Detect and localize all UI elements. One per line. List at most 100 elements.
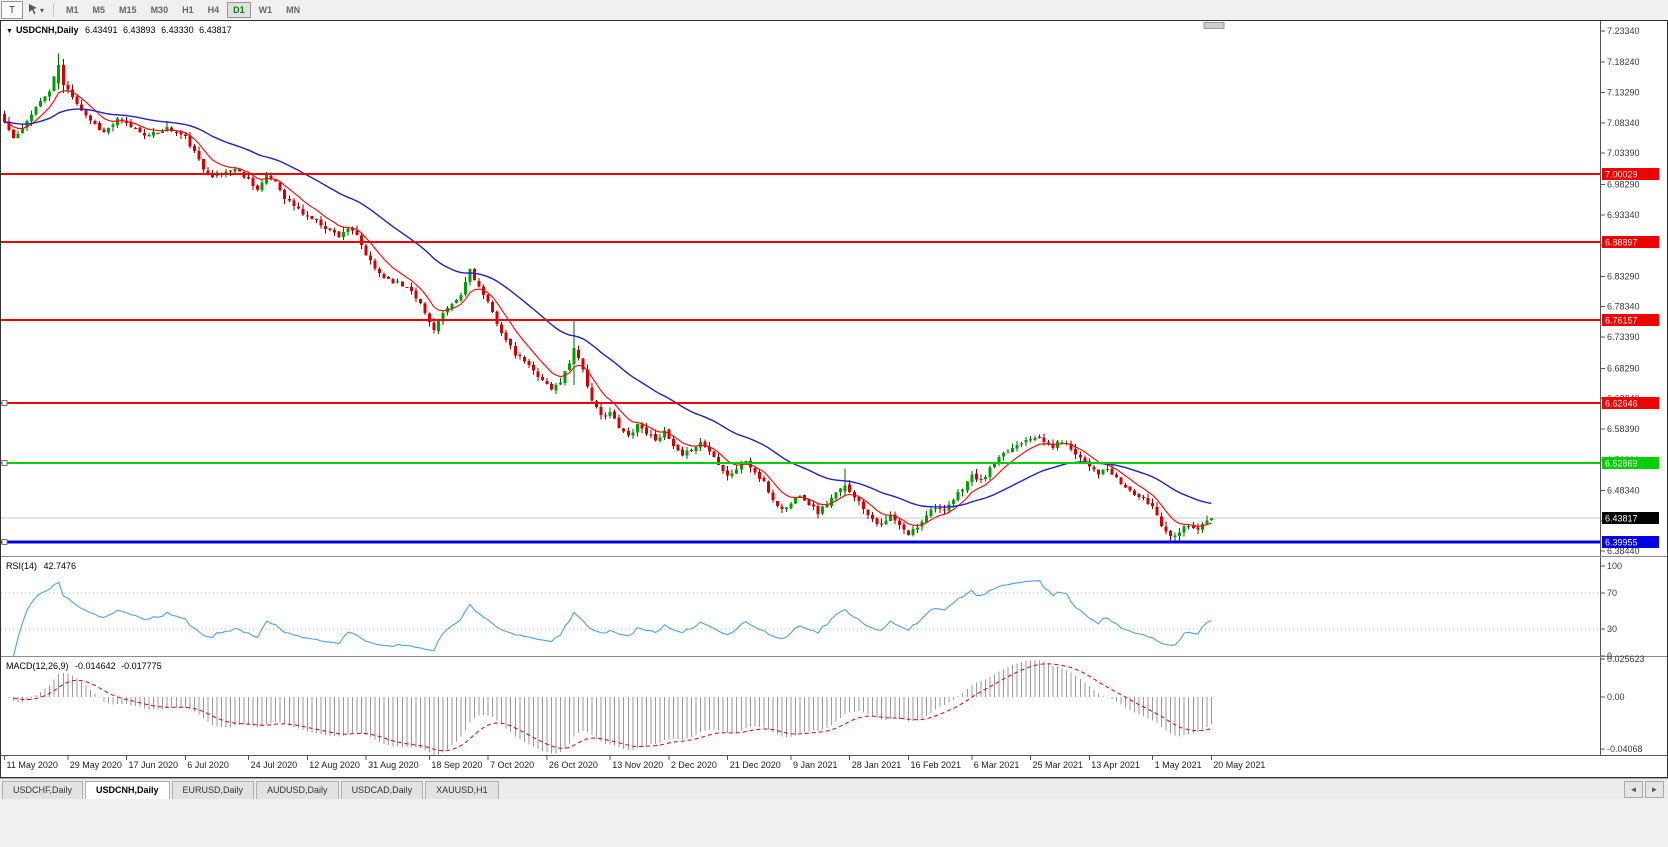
tf-button-d1[interactable]: D1 bbox=[227, 2, 251, 18]
svg-text:6.83290: 6.83290 bbox=[1607, 271, 1640, 281]
svg-text:30: 30 bbox=[1607, 624, 1617, 634]
svg-text:0.00: 0.00 bbox=[1607, 692, 1625, 702]
svg-text:24 Jul 2020: 24 Jul 2020 bbox=[251, 760, 298, 770]
tf-button-w1[interactable]: W1 bbox=[258, 5, 273, 15]
svg-text:7.13290: 7.13290 bbox=[1607, 88, 1640, 98]
tf-button-m5[interactable]: M5 bbox=[92, 5, 106, 15]
hline-6.52869[interactable] bbox=[1, 459, 1600, 466]
svg-text:6.38440: 6.38440 bbox=[1607, 546, 1640, 556]
hline-6.39955[interactable] bbox=[1, 538, 1600, 545]
macd-main-value: -0.014642 bbox=[75, 661, 116, 671]
hline-handle[interactable] bbox=[1, 399, 8, 406]
macd-signal-line bbox=[13, 663, 1212, 752]
hline-handle[interactable] bbox=[1, 538, 8, 545]
cursor-tool-icon bbox=[28, 3, 39, 18]
hline-6.62646[interactable] bbox=[1, 399, 1600, 406]
price-line-labels: 7.00029 6.88897 6.76157 6.62646 6.52869 6.399… bbox=[1602, 167, 1659, 548]
svg-text:28 Jan 2021: 28 Jan 2021 bbox=[852, 760, 902, 770]
price-pane[interactable] bbox=[1, 53, 1600, 545]
chart-tab-audusd[interactable]: AUDUSD,Daily bbox=[256, 780, 339, 799]
chart-tab-bar: USDCHF,Daily USDCNH,Daily EURUSD,Daily AUDU… bbox=[0, 778, 1668, 800]
svg-text:6.73390: 6.73390 bbox=[1607, 332, 1640, 342]
tf-button-h4[interactable]: H4 bbox=[207, 5, 220, 15]
svg-text:6.48340: 6.48340 bbox=[1607, 486, 1640, 496]
current-price-label: 6.43817 bbox=[1602, 512, 1659, 525]
macd-signal-value: -0.017775 bbox=[121, 661, 162, 671]
ohlc-close: 6.43817 bbox=[199, 25, 232, 35]
candlesticks bbox=[3, 53, 1213, 542]
svg-text:6.39955: 6.39955 bbox=[1605, 537, 1638, 547]
toolbar-button-t-label: T bbox=[8, 4, 16, 16]
svg-text:6 Jul 2020: 6 Jul 2020 bbox=[187, 760, 229, 770]
svg-text:6.76157: 6.76157 bbox=[1605, 316, 1638, 326]
tf-button-h1[interactable]: H1 bbox=[182, 5, 194, 15]
chart-tab-eurusd[interactable]: EURUSD,Daily bbox=[171, 780, 255, 799]
svg-text:16 Feb 2021: 16 Feb 2021 bbox=[911, 760, 962, 770]
tf-button-m15[interactable]: M15 bbox=[119, 5, 137, 15]
svg-text:7.00029: 7.00029 bbox=[1605, 169, 1638, 179]
chart-window[interactable]: 7.23340 7.18240 7.13290 7.08340 7.03390 6.982… bbox=[0, 20, 1668, 778]
rsi-indicator-label: RSI(14) 42.7476 bbox=[6, 561, 79, 571]
svg-text:6 Mar 2021: 6 Mar 2021 bbox=[974, 760, 1020, 770]
chart-tabs: USDCHF,Daily USDCNH,Daily EURUSD,Daily AUDU… bbox=[0, 780, 499, 799]
svg-text:6.98290: 6.98290 bbox=[1607, 180, 1640, 190]
symbol-name: USDCNH,Daily bbox=[15, 25, 79, 35]
svg-text:2 Dec 2020: 2 Dec 2020 bbox=[671, 760, 717, 770]
svg-text:9 Jan 2021: 9 Jan 2021 bbox=[793, 760, 838, 770]
svg-text:0.025623: 0.025623 bbox=[1607, 654, 1645, 664]
ohlc-open: 6.43491 bbox=[84, 25, 118, 35]
price-axis[interactable]: 7.23340 7.18240 7.13290 7.08340 7.03390 6.982… bbox=[1600, 20, 1640, 756]
tf-button-mn[interactable]: MN bbox=[286, 5, 301, 15]
cursor-tool-button[interactable]: ▾ bbox=[25, 2, 47, 18]
svg-text:6.93340: 6.93340 bbox=[1607, 210, 1640, 220]
rsi-axis[interactable]: 100 70 30 0 bbox=[1601, 561, 1622, 661]
pane-separators[interactable] bbox=[0, 556, 1668, 756]
hline-handle[interactable] bbox=[1, 459, 8, 466]
tab-scroll-left-button[interactable]: ◄ bbox=[1624, 781, 1643, 798]
arrow-right-icon: ► bbox=[1650, 785, 1659, 794]
chart-tab-usdcad[interactable]: USDCAD,Daily bbox=[340, 780, 424, 799]
macd-axis[interactable]: 0.025623 0.00 -0.04068 bbox=[1601, 654, 1645, 754]
svg-text:6.68290: 6.68290 bbox=[1607, 363, 1640, 373]
svg-text:26 Oct 2020: 26 Oct 2020 bbox=[549, 760, 598, 770]
tf-button-m1[interactable]: M1 bbox=[66, 5, 79, 15]
macd-indicator-label: MACD(12,26,9) -0.014642 -0.017775 bbox=[6, 661, 165, 671]
ohlc-low: 6.43330 bbox=[161, 25, 194, 35]
svg-text:7.18240: 7.18240 bbox=[1607, 57, 1640, 67]
svg-text:70: 70 bbox=[1607, 588, 1617, 598]
chart-border bbox=[0, 20, 1668, 778]
svg-text:13 Nov 2020: 13 Nov 2020 bbox=[612, 760, 663, 770]
svg-text:6.62646: 6.62646 bbox=[1605, 398, 1638, 408]
macd-label: MACD(12,26,9) bbox=[6, 661, 69, 671]
ma-slow-line bbox=[4, 108, 1212, 508]
rsi-label: RSI(14) bbox=[6, 561, 38, 571]
svg-text:7.23340: 7.23340 bbox=[1607, 26, 1640, 36]
svg-text:6.52869: 6.52869 bbox=[1605, 458, 1638, 468]
tab-scroll-right-button[interactable]: ► bbox=[1645, 781, 1664, 798]
svg-text:12 Aug 2020: 12 Aug 2020 bbox=[309, 760, 360, 770]
chart-scroll-thumb[interactable] bbox=[1203, 22, 1225, 29]
svg-text:25 Mar 2021: 25 Mar 2021 bbox=[1033, 760, 1084, 770]
one-click-trading-toggle[interactable]: ▼ bbox=[6, 28, 13, 35]
chart-tab-xauusd[interactable]: XAUUSD,H1 bbox=[425, 780, 499, 799]
chart-tab-usdcnh[interactable]: USDCNH,Daily bbox=[85, 780, 170, 799]
svg-text:17 Jun 2020: 17 Jun 2020 bbox=[129, 760, 179, 770]
svg-text:7 Oct 2020: 7 Oct 2020 bbox=[490, 760, 534, 770]
macd-pane[interactable] bbox=[5, 660, 1212, 755]
top-toolbar: T ▾ M1 M5 M15 M30 H1 H4 D1 W1 MN bbox=[0, 0, 1668, 21]
svg-text:1 May 2021: 1 May 2021 bbox=[1155, 760, 1202, 770]
toolbar-button-t[interactable]: T bbox=[1, 1, 23, 19]
rsi-line bbox=[12, 580, 1212, 656]
svg-text:6.78340: 6.78340 bbox=[1607, 302, 1640, 312]
tf-button-m30[interactable]: M30 bbox=[150, 5, 169, 15]
chart-tab-usdchf[interactable]: USDCHF,Daily bbox=[2, 780, 84, 799]
svg-text:0: 0 bbox=[1607, 651, 1612, 661]
chart-canvas[interactable]: 7.23340 7.18240 7.13290 7.08340 7.03390 6.982… bbox=[0, 20, 1668, 778]
svg-text:18 Sep 2020: 18 Sep 2020 bbox=[431, 760, 482, 770]
tab-scroll-buttons: ◄ ► bbox=[1622, 781, 1664, 798]
svg-text:100: 100 bbox=[1607, 561, 1622, 571]
svg-text:29 May 2020: 29 May 2020 bbox=[70, 760, 122, 770]
toolbar-separator bbox=[53, 3, 55, 17]
date-axis[interactable]: 11 May 2020 29 May 2020 17 Jun 2020 6 Jul 2… bbox=[4, 756, 1266, 770]
rsi-pane[interactable] bbox=[1, 580, 1600, 656]
